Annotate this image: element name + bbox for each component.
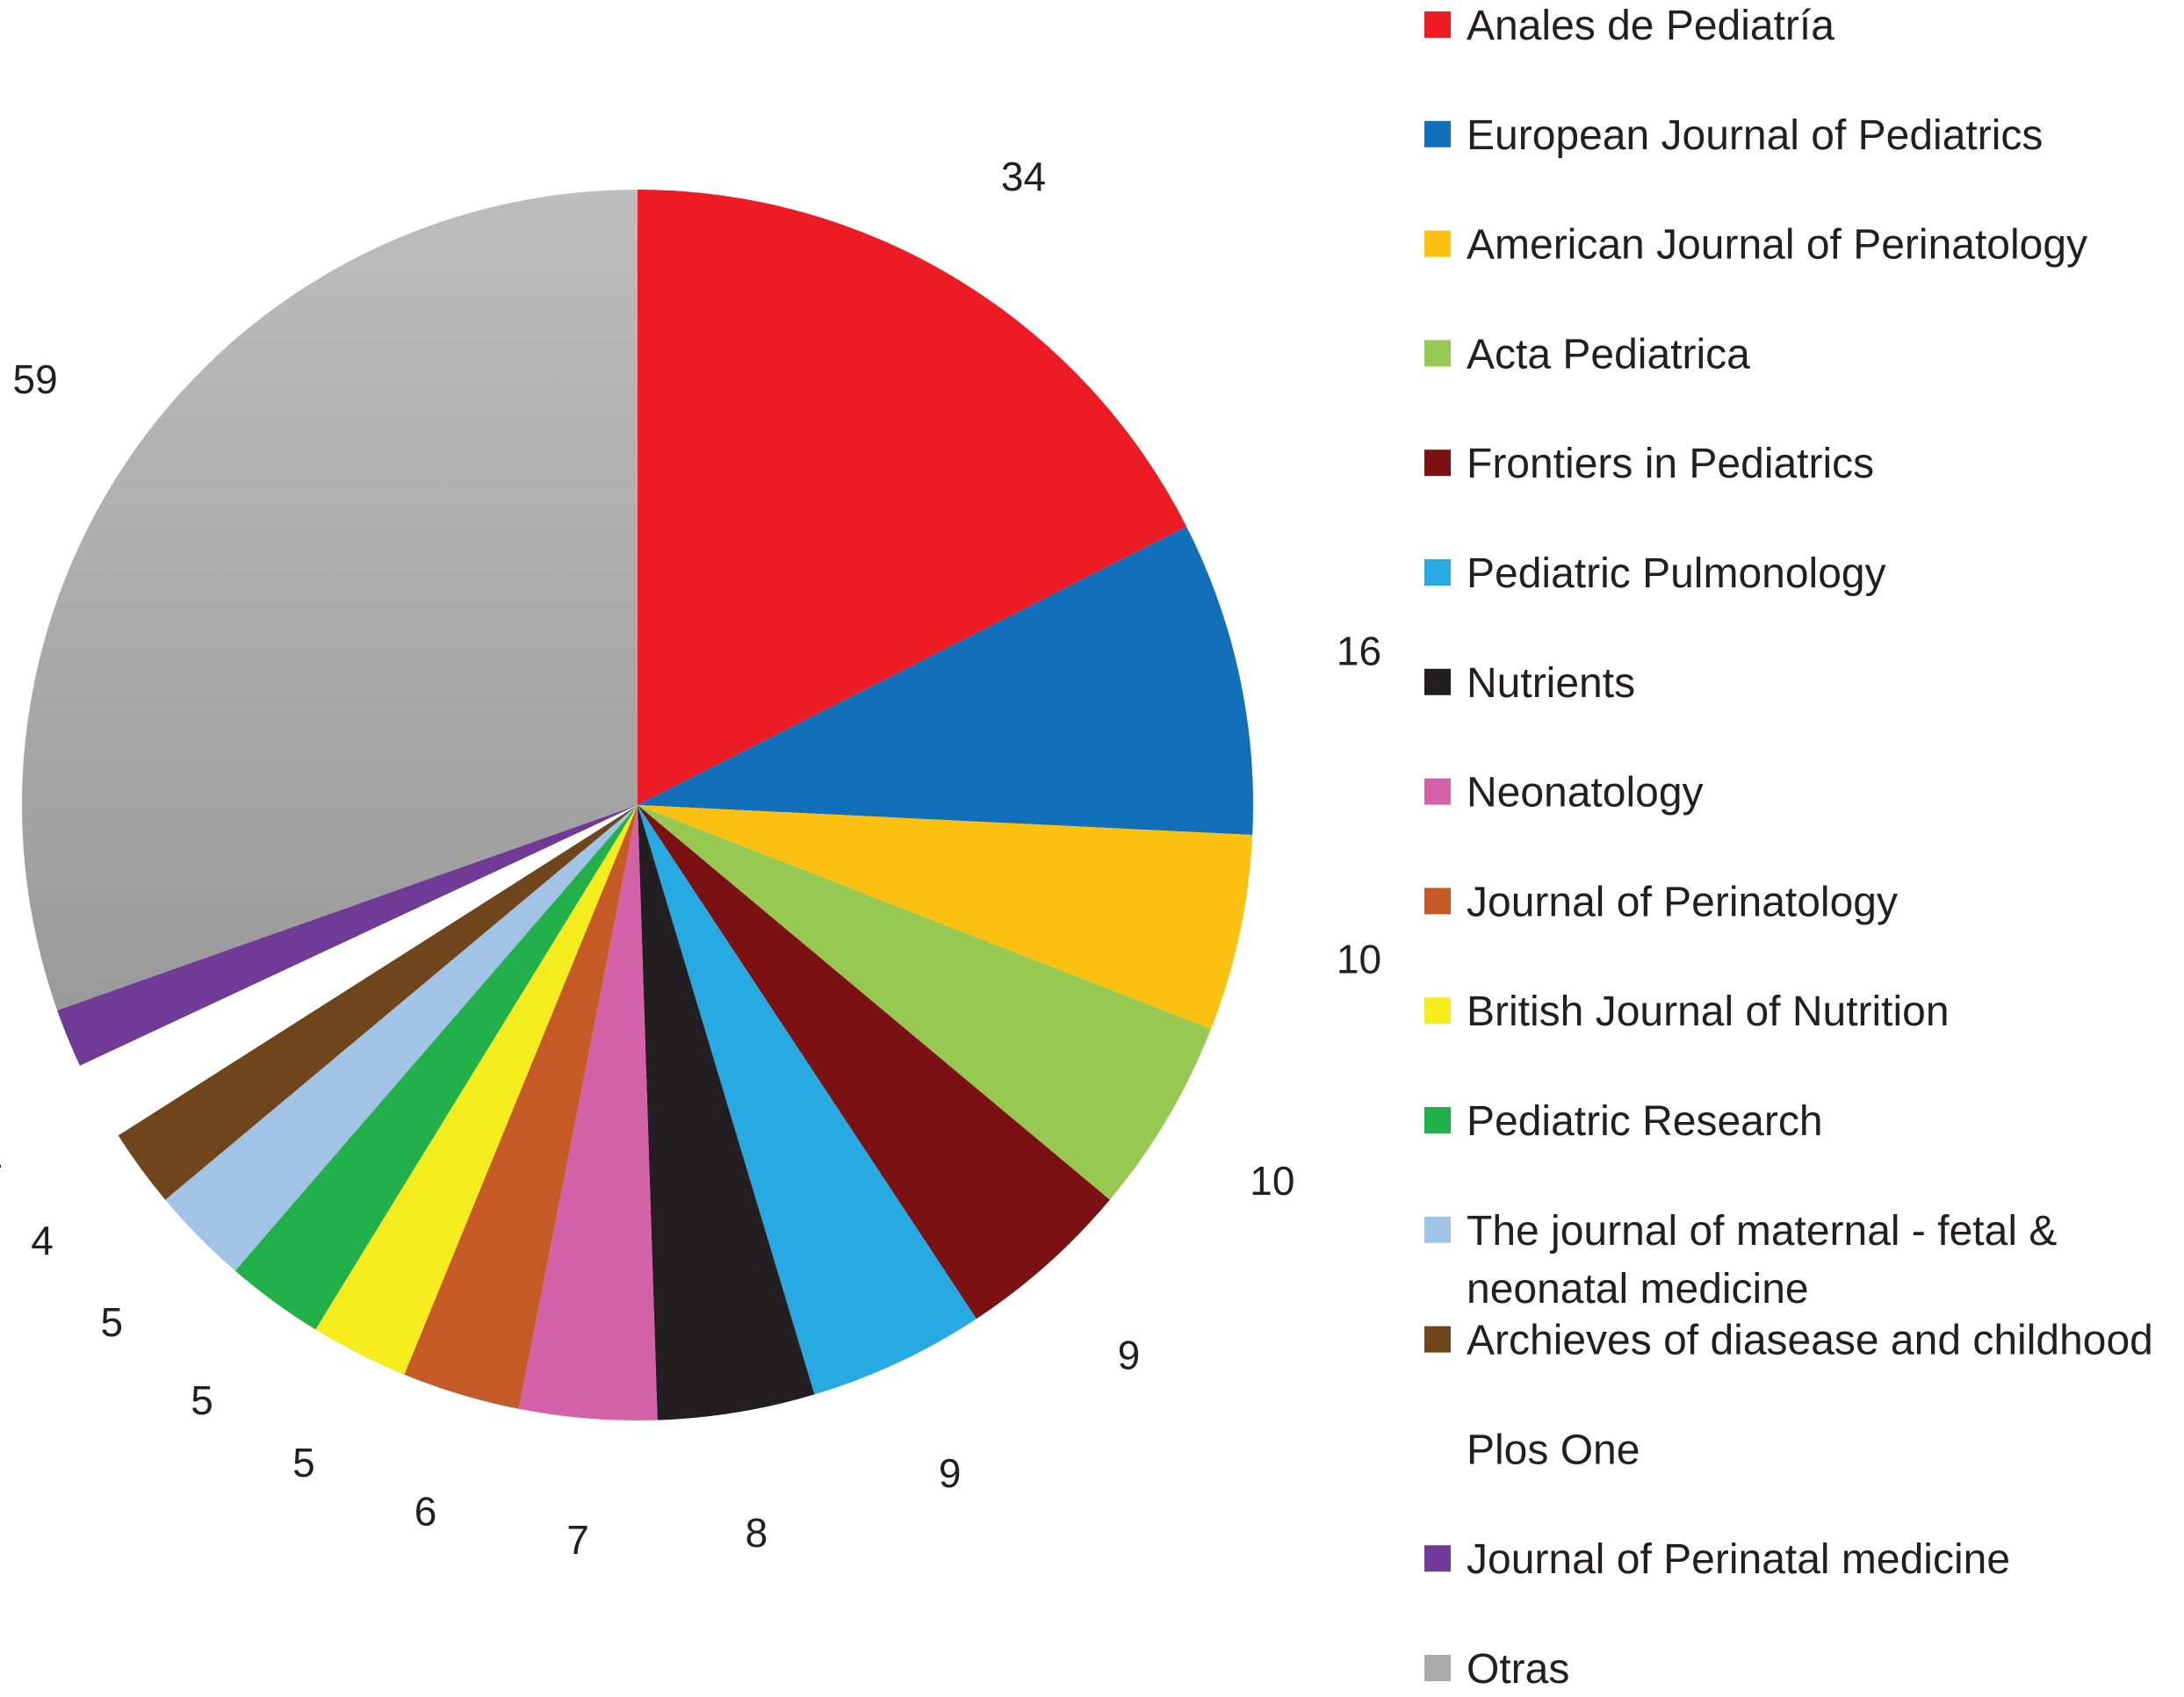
- legend-label: The journal of maternal - fetal &: [1467, 1208, 2057, 1255]
- pie-slices: [21, 190, 1254, 1420]
- legend-swatch: [1424, 1655, 1451, 1681]
- legend-item-anales-de-pediatr-a: Anales de Pediatría: [1424, 3, 1834, 49]
- legend-swatch: [1424, 1326, 1451, 1353]
- pie-slice-plos-one: [79, 805, 638, 1136]
- legend-label: European Journal of Pediatrics: [1467, 112, 2043, 159]
- legend-label: Nutrients: [1467, 660, 1635, 707]
- legend-label: Plos One: [1467, 1427, 1640, 1473]
- pie-slice-frontiers-in-pediatrics: [638, 805, 1110, 1319]
- pie-slice-anales-de-pediatr-a: [638, 190, 1187, 805]
- data-label-neonatology: 7: [566, 1517, 589, 1563]
- pie-slice-nutrients: [638, 805, 815, 1420]
- data-label-european-journal-of-pediatrics: 16: [1337, 628, 1381, 673]
- legend-item-nutrients: Nutrients: [1424, 660, 1635, 707]
- pie-slice-the-journal-of-maternal-fetal-neonatal-medicine: [165, 805, 638, 1271]
- data-label-nutrients: 8: [746, 1510, 768, 1556]
- data-label-anales-de-pediatr-a: 34: [1001, 154, 1046, 199]
- legend-label: neonatal medicine: [1467, 1266, 1809, 1312]
- data-label-british-journal-of-nutrition: 5: [292, 1440, 315, 1485]
- legend-swatch: [1424, 668, 1451, 695]
- legend-swatch: [1424, 559, 1451, 586]
- data-label-acta-pediatrica: 10: [1250, 1158, 1294, 1204]
- data-label-otras: 59: [13, 356, 58, 402]
- pie-data-labels: 341610109987655544359: [0, 154, 1381, 1563]
- legend-swatch: [1424, 230, 1451, 257]
- legend-item-plos-one: Plos One: [1424, 1427, 1640, 1473]
- data-label-pediatric-pulmonology: 9: [939, 1450, 962, 1496]
- legend-swatch: [1424, 1216, 1451, 1243]
- legend-item-american-journal-of-perinatology: American Journal of Perinatology: [1424, 222, 2087, 269]
- legend-label: Frontiers in Pediatrics: [1467, 441, 1874, 487]
- legend-label: Acta Pediatrica: [1467, 331, 1750, 378]
- legend-swatch: [1424, 888, 1451, 915]
- pie-slice-archieves-of-diasease-and-childhood: [118, 805, 638, 1200]
- pie-slice-neonatology: [518, 805, 658, 1420]
- legend-label: Journal of Perinatology: [1467, 879, 1898, 925]
- legend-label: Journal of Perinatal medicine: [1467, 1536, 2010, 1583]
- data-label-the-journal-of-maternal-fetal-neonatal-medicine: 5: [100, 1299, 123, 1345]
- legend-item-british-journal-of-nutrition: British Journal of Nutrition: [1424, 989, 1950, 1035]
- legend-item-pediatric-pulmonology: Pediatric Pulmonology: [1424, 550, 1886, 597]
- legend-item-otras: Otras: [1424, 1646, 1569, 1693]
- pie-slice-otras: [21, 190, 638, 1010]
- legend-swatch: [1424, 449, 1451, 477]
- legend-item-neonatology: Neonatology: [1424, 770, 1704, 816]
- pie-slice-european-journal-of-pediatrics: [638, 526, 1254, 836]
- legend-label: Pediatric Pulmonology: [1467, 550, 1886, 597]
- legend-swatch: [1424, 1545, 1451, 1572]
- legend-swatch: [1424, 11, 1451, 38]
- legend-swatch: [1424, 120, 1451, 147]
- legend-swatch: [1424, 1435, 1451, 1463]
- legend-swatch: [1424, 340, 1451, 367]
- legend-item-pediatric-research: Pediatric Research: [1424, 1098, 1823, 1145]
- legend-label: Otras: [1467, 1646, 1569, 1693]
- legend-item-european-journal-of-pediatrics: European Journal of Pediatrics: [1424, 112, 2043, 159]
- data-label-plos-one: 4: [0, 1137, 2, 1183]
- data-label-frontiers-in-pediatrics: 9: [1118, 1333, 1141, 1378]
- data-label-journal-of-perinatology: 6: [414, 1489, 437, 1535]
- legend-item-journal-of-perinatology: Journal of Perinatology: [1424, 879, 1898, 925]
- data-label-archieves-of-diasease-and-childhood: 4: [31, 1218, 54, 1263]
- legend-item-acta-pediatrica: Acta Pediatrica: [1424, 331, 1750, 378]
- legend-label: Neonatology: [1467, 770, 1704, 816]
- legend-label: Pediatric Research: [1467, 1098, 1823, 1145]
- data-label-pediatric-research: 5: [191, 1377, 213, 1423]
- legend-item-journal-of-perinatal-medicine: Journal of Perinatal medicine: [1424, 1536, 2010, 1583]
- legend-item-frontiers-in-pediatrics: Frontiers in Pediatrics: [1424, 441, 1874, 487]
- legend-swatch: [1424, 1107, 1451, 1133]
- legend: Anales de Pediatría European Journal of P…: [1424, 3, 2153, 1693]
- legend-item-archieves-of-diasease-and-childhood: Archieves of diasease and childhood: [1424, 1318, 2153, 1364]
- pie-slice-pediatric-research: [234, 805, 638, 1330]
- legend-label: Anales de Pediatría: [1467, 3, 1834, 49]
- legend-item-the-journal-of-maternal-fetal-neonatal-medicine: The journal of maternal - fetal & neonata…: [1424, 1208, 2057, 1312]
- legend-label: Archieves of diasease and childhood: [1467, 1318, 2153, 1364]
- legend-label: American Journal of Perinatology: [1467, 222, 2087, 269]
- pie-slice-american-journal-of-perinatology: [638, 805, 1253, 1030]
- pie-slice-british-journal-of-nutrition: [315, 805, 638, 1375]
- data-label-american-journal-of-perinatology: 10: [1337, 937, 1381, 982]
- pie-slice-journal-of-perinatology: [404, 805, 638, 1409]
- pie-slice-journal-of-perinatal-medicine: [57, 805, 638, 1066]
- pie-slice-acta-pediatrica: [638, 805, 1211, 1200]
- pie-slice-pediatric-pulmonology: [638, 805, 977, 1395]
- legend-swatch: [1424, 997, 1451, 1025]
- legend-swatch: [1424, 778, 1451, 805]
- legend-label: British Journal of Nutrition: [1467, 989, 1950, 1035]
